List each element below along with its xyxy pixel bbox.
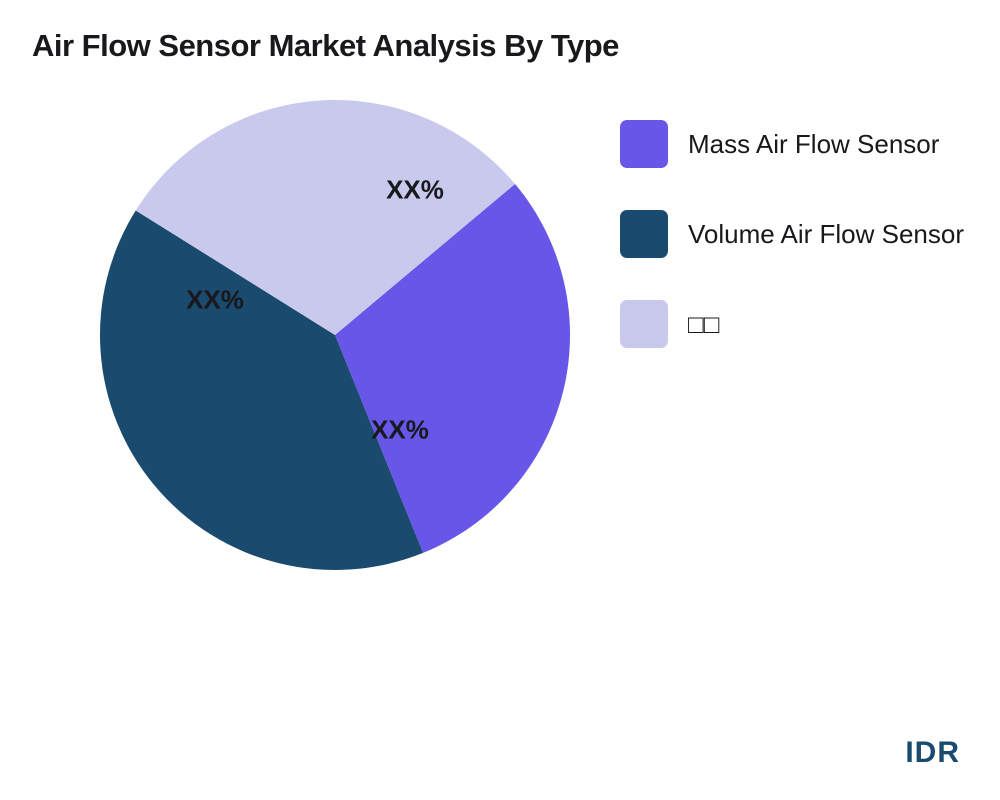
legend-swatch (620, 210, 668, 258)
pie-slice-label: XX% (371, 415, 429, 446)
pie-slice-label: XX% (386, 175, 444, 206)
watermark: IDR (905, 736, 960, 770)
pie-slice-label: XX% (186, 285, 244, 316)
legend-label: Mass Air Flow Sensor (688, 129, 939, 160)
legend-item: Mass Air Flow Sensor (620, 120, 1000, 168)
legend-swatch (620, 300, 668, 348)
legend-label: Volume Air Flow Sensor (688, 219, 964, 250)
legend-label: □□ (688, 309, 719, 340)
legend: Mass Air Flow Sensor Volume Air Flow Sens… (620, 120, 1000, 390)
legend-item: Volume Air Flow Sensor (620, 210, 1000, 258)
chart-title: Air Flow Sensor Market Analysis By Type (32, 28, 619, 64)
pie-svg (100, 100, 570, 570)
pie-chart: XX% XX% XX% (100, 100, 570, 570)
legend-swatch (620, 120, 668, 168)
legend-item: □□ (620, 300, 1000, 348)
